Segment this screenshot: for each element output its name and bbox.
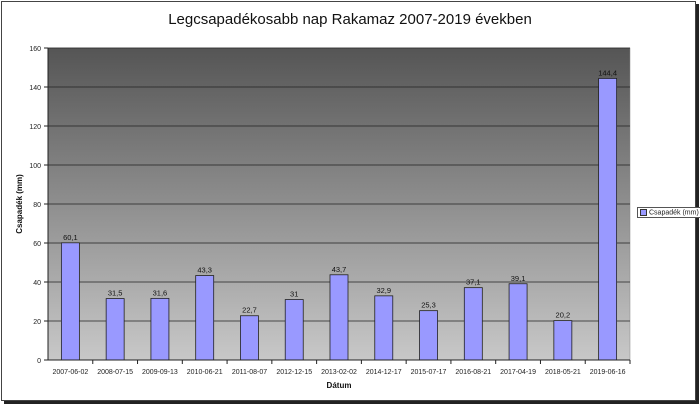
data-label: 22,7	[242, 306, 257, 315]
x-tick-label: 2010-06-21	[187, 369, 223, 376]
x-tick-label: 2012-12-15	[276, 369, 312, 376]
bar	[150, 297, 170, 361]
x-tick-label: 2015-07-17	[411, 369, 447, 376]
data-label: 37,1	[466, 278, 481, 287]
legend-label: Csapadék (mm)	[649, 209, 699, 217]
data-label: 43,7	[332, 265, 347, 274]
data-label: 32,9	[376, 286, 391, 295]
y-tick-label: 100	[29, 163, 41, 170]
x-tick-label: 2019-06-16	[590, 369, 626, 376]
data-label: 25,3	[421, 301, 436, 310]
chart-title: Legcsapadékosabb nap Rakamaz 2007-2019 é…	[168, 11, 532, 28]
x-tick-label: 2018-05-21	[545, 369, 581, 376]
bar	[463, 287, 483, 361]
x-tick-label: 2014-12-17	[366, 369, 402, 376]
bar	[374, 295, 394, 361]
bar	[508, 283, 528, 361]
data-label: 31,6	[153, 288, 168, 297]
data-label: 31	[290, 290, 298, 299]
x-tick-label: 2009-09-13	[142, 369, 178, 376]
y-tick-label: 0	[37, 358, 41, 365]
bar	[284, 299, 304, 361]
y-tick-label: 120	[29, 124, 41, 131]
legend: Csapadék (mm)	[637, 207, 700, 219]
bar	[329, 274, 349, 361]
bar	[105, 298, 125, 361]
y-tick-label: 80	[33, 202, 41, 209]
y-tick-label: 140	[29, 85, 41, 92]
x-tick-label: 2008-07-15	[97, 369, 133, 376]
data-label: 39,1	[511, 274, 526, 283]
y-tick-label: 20	[33, 319, 41, 326]
data-label: 60,1	[63, 233, 78, 242]
bar	[240, 315, 259, 361]
x-tick-label: 2016-08-21	[455, 369, 491, 376]
legend-swatch	[640, 209, 647, 216]
bar	[60, 242, 80, 361]
x-tick-label: 2007-06-02	[52, 369, 88, 376]
x-tick-label: 2013-02-02	[321, 369, 357, 376]
bar	[195, 275, 215, 361]
x-axis-label: Dátum	[327, 381, 352, 390]
y-tick-label: 60	[33, 241, 41, 248]
y-axis-label: Csapadék (mm)	[15, 174, 24, 234]
bar	[598, 78, 618, 361]
data-label: 20,2	[556, 311, 571, 320]
bar	[553, 320, 573, 361]
bar	[419, 310, 438, 361]
x-tick-label: 2011-08-07	[232, 369, 267, 376]
x-tick-label: 2017-04-19	[500, 369, 536, 376]
data-label: 43,3	[197, 266, 212, 275]
data-label: 144,4	[598, 68, 617, 77]
y-tick-label: 40	[33, 280, 41, 287]
data-label: 31,5	[108, 289, 123, 298]
y-tick-label: 160	[29, 46, 41, 53]
